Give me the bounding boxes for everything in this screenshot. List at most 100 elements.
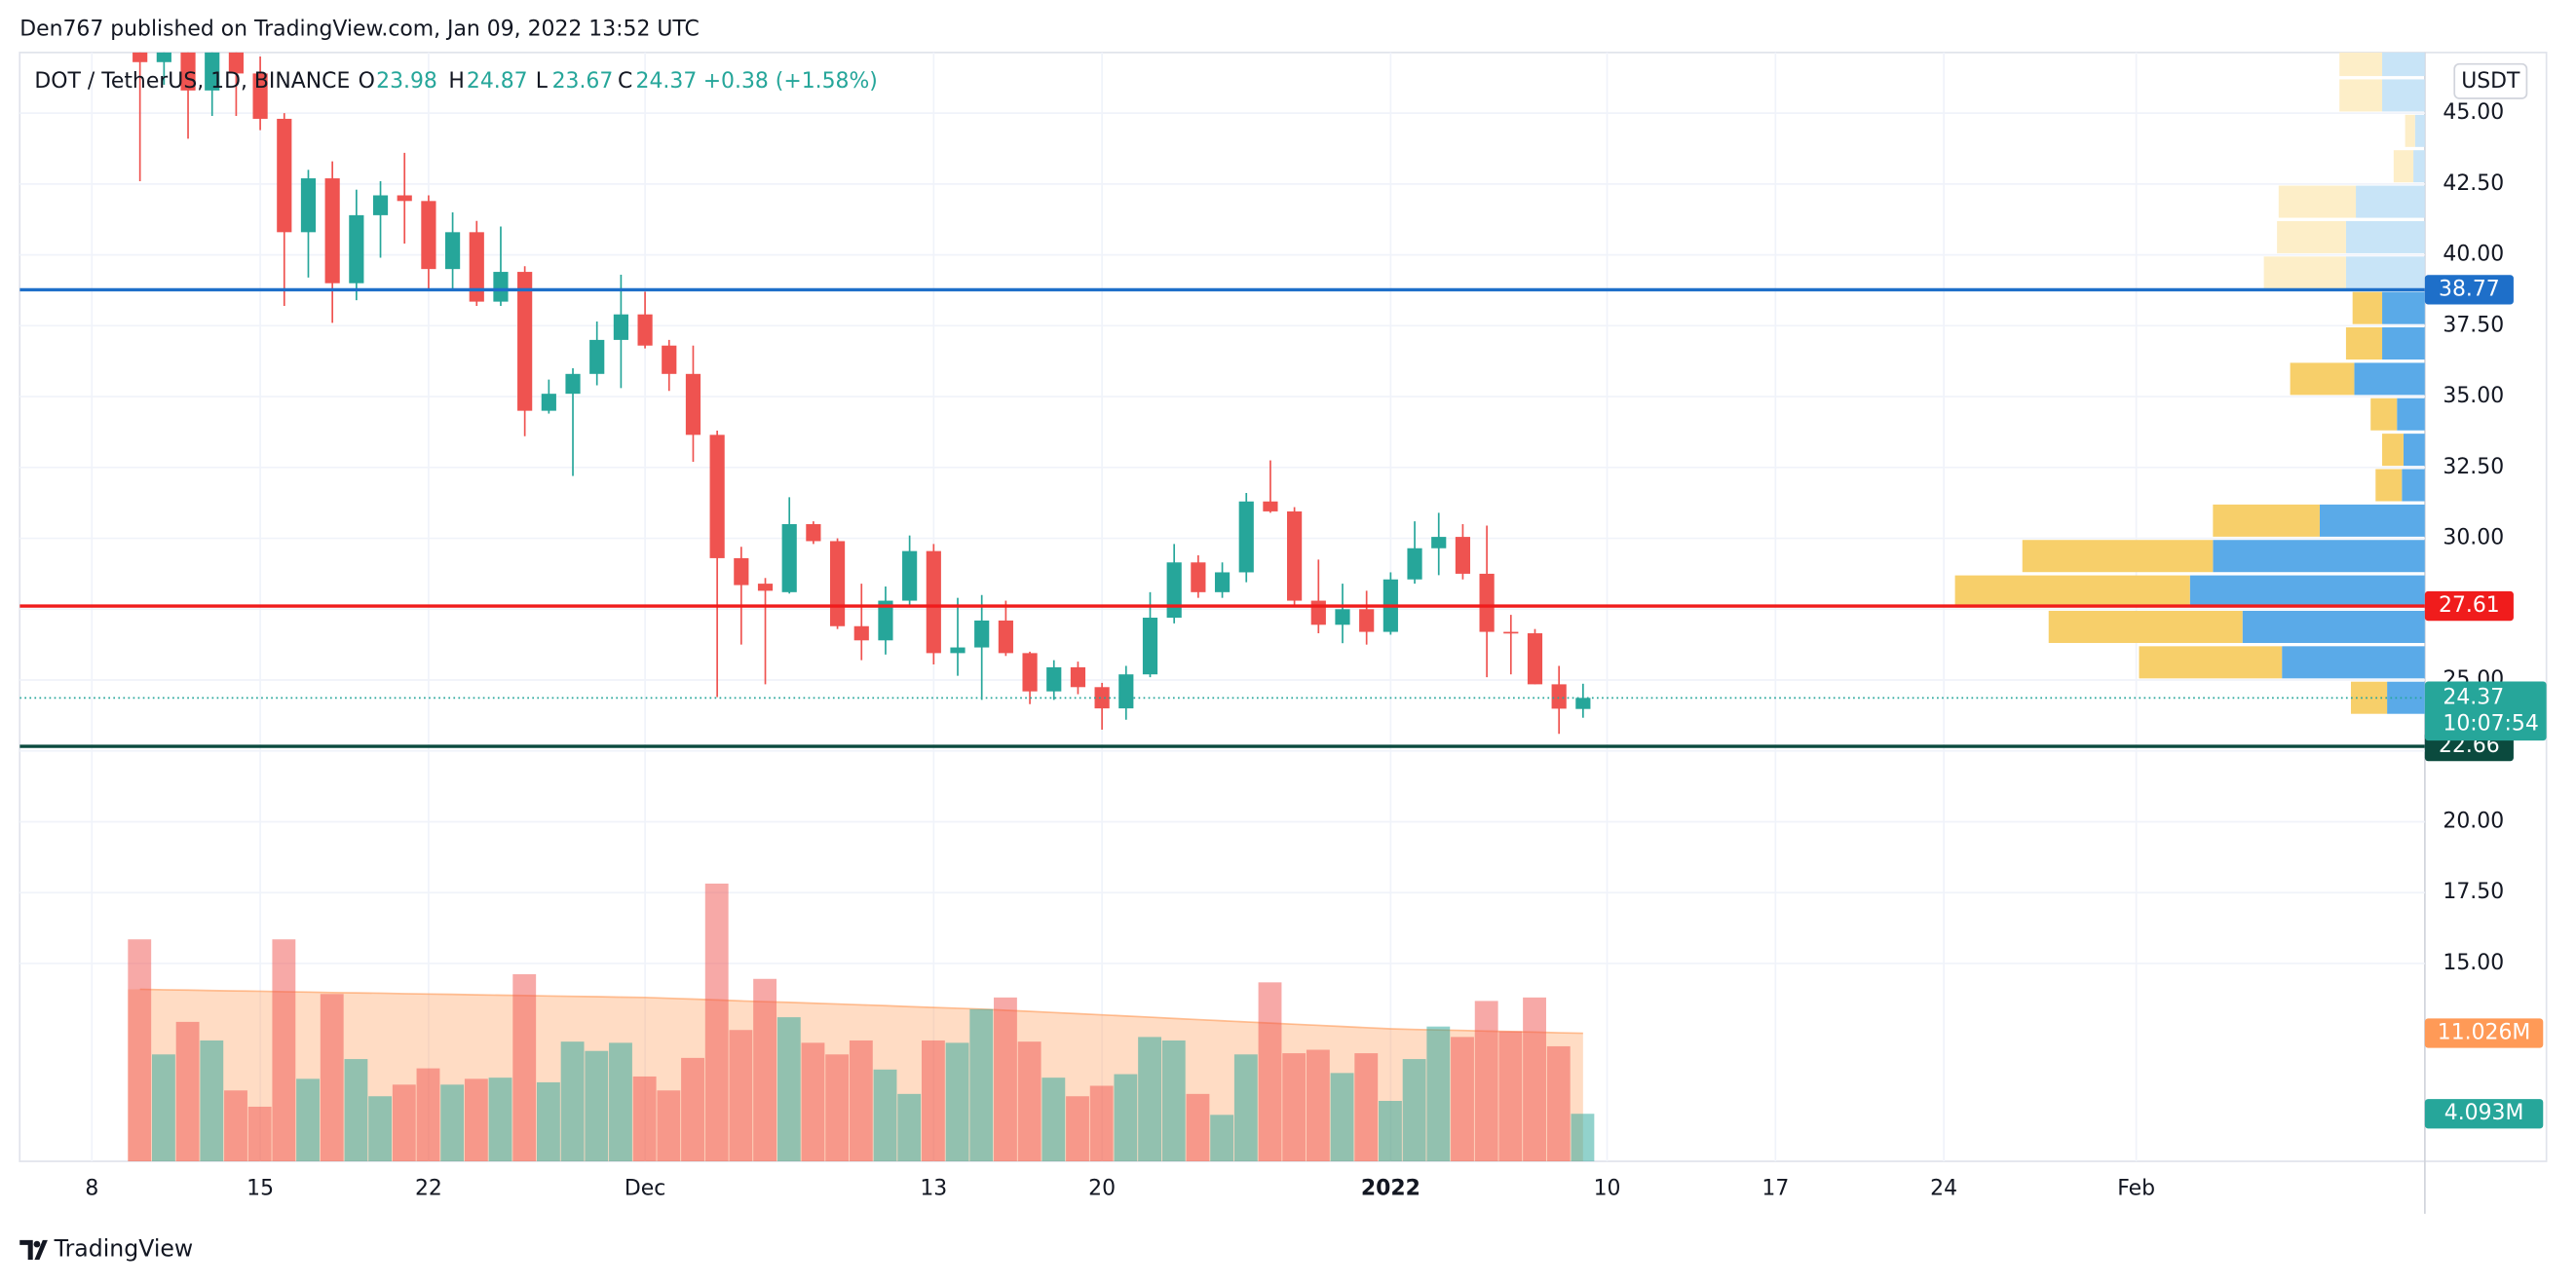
volume-ma-line — [139, 988, 1583, 1035]
axes: 15.0017.5020.0022.5025.0027.5030.0032.50… — [85, 100, 2547, 1201]
legend-change: +0.38 (+1.58%) — [703, 69, 878, 94]
volume-bar — [753, 978, 777, 1162]
volume-bar — [1186, 1093, 1210, 1162]
volume-bar — [344, 1059, 368, 1162]
currency-button[interactable] — [2453, 62, 2528, 99]
volume-bar — [1017, 1041, 1042, 1162]
profile-up — [2345, 256, 2425, 289]
legend: DOT / TetherUS, 1D, BINANCE O 23.98 H 24… — [34, 69, 877, 94]
candle-body — [133, 52, 148, 62]
candle-body — [781, 524, 797, 592]
volume-bar — [1498, 1031, 1523, 1162]
profile-down — [2290, 362, 2355, 396]
candle-body — [252, 73, 268, 119]
volume-bar — [1546, 1045, 1571, 1162]
candle-body — [709, 435, 725, 558]
candle-body — [757, 584, 774, 591]
candle-body — [926, 550, 941, 654]
legend-letter: H — [448, 69, 464, 94]
candle-body — [1503, 631, 1519, 634]
volume-bar — [1523, 997, 1546, 1162]
profile-up — [2382, 79, 2425, 112]
candle-body — [1310, 600, 1326, 625]
volume-bar — [224, 1090, 247, 1162]
candle-body — [1263, 501, 1278, 511]
candle-body — [1551, 684, 1567, 709]
volume-bar — [704, 883, 729, 1162]
volume-bar — [488, 1078, 512, 1162]
y-tick-label: 42.50 — [2443, 171, 2504, 196]
currency[interactable]: USDT — [2461, 69, 2520, 94]
candle-body — [734, 557, 749, 586]
candle-body — [541, 394, 556, 411]
volume-bar — [1282, 1053, 1307, 1162]
profile-down — [2339, 79, 2383, 112]
profile-up — [2189, 575, 2425, 608]
volume-bar — [681, 1057, 704, 1162]
volume-ma-label-box — [2424, 1018, 2544, 1048]
legend-letter: O — [359, 69, 375, 94]
profile-down — [2278, 185, 2357, 218]
candle-body — [277, 118, 292, 233]
x-tick-label: 17 — [1762, 1177, 1789, 1201]
profile-up — [2414, 114, 2425, 147]
volume-bar — [200, 1040, 224, 1162]
volume-bar — [152, 1054, 175, 1162]
legend-low: 23.67 — [552, 69, 614, 94]
volume-bar — [1379, 1101, 1402, 1162]
y-tick-label: 32.50 — [2443, 455, 2504, 479]
current-price-label: 24.37 — [2443, 685, 2504, 709]
volume-bar — [536, 1081, 560, 1162]
volume-bar — [1042, 1078, 1066, 1162]
volume-bar — [512, 973, 537, 1162]
candle-body — [974, 620, 990, 648]
profile-down — [2048, 610, 2243, 643]
candle-body — [1455, 537, 1471, 574]
candle-body — [685, 373, 701, 435]
profile-down — [2345, 327, 2383, 360]
profile-up — [2382, 327, 2425, 360]
volume-bar — [729, 1030, 753, 1162]
volume-bar — [969, 1008, 994, 1162]
x-tick-label: 10 — [1594, 1177, 1621, 1201]
volume-bar — [1354, 1053, 1379, 1162]
current-price-box — [2424, 681, 2547, 741]
volume-bar — [1426, 1026, 1451, 1162]
x-tick-label: Feb — [2117, 1177, 2155, 1201]
candle-body — [1142, 618, 1158, 675]
candle-body — [1431, 537, 1447, 548]
volume-bar — [368, 1096, 393, 1162]
profile-up — [2354, 362, 2425, 396]
profile-down — [2370, 397, 2398, 431]
candle-body — [445, 232, 461, 270]
candle-body — [1166, 562, 1182, 619]
candle-body — [1527, 633, 1543, 685]
x-tick-label: 13 — [920, 1177, 947, 1201]
volume-bar — [272, 939, 296, 1162]
price-label: 27.61 — [2439, 593, 2500, 618]
volume-bar — [849, 1040, 873, 1162]
volume-bar — [609, 1042, 632, 1162]
profile-up — [2382, 52, 2425, 77]
legend-close: 24.37 — [636, 69, 698, 94]
candle-body — [228, 52, 244, 74]
profile-up — [2356, 185, 2425, 218]
candle-body — [1287, 511, 1303, 601]
y-tick-label: 37.50 — [2443, 313, 2504, 337]
y-tick-label: 45.00 — [2443, 100, 2504, 125]
volume-bar — [296, 1078, 320, 1162]
candle-body — [469, 232, 484, 302]
plot — [19, 52, 2425, 1162]
candle-body — [662, 345, 677, 374]
candle-body — [565, 373, 581, 395]
profile-down — [2393, 150, 2414, 183]
volume-bar — [873, 1069, 897, 1162]
x-tick-label: 24 — [1930, 1177, 1957, 1201]
profile-down — [2213, 504, 2320, 537]
candle-body — [950, 647, 966, 654]
candle-body — [1214, 572, 1231, 592]
volume-bar — [175, 1021, 200, 1162]
volume-bar — [1233, 1054, 1258, 1162]
